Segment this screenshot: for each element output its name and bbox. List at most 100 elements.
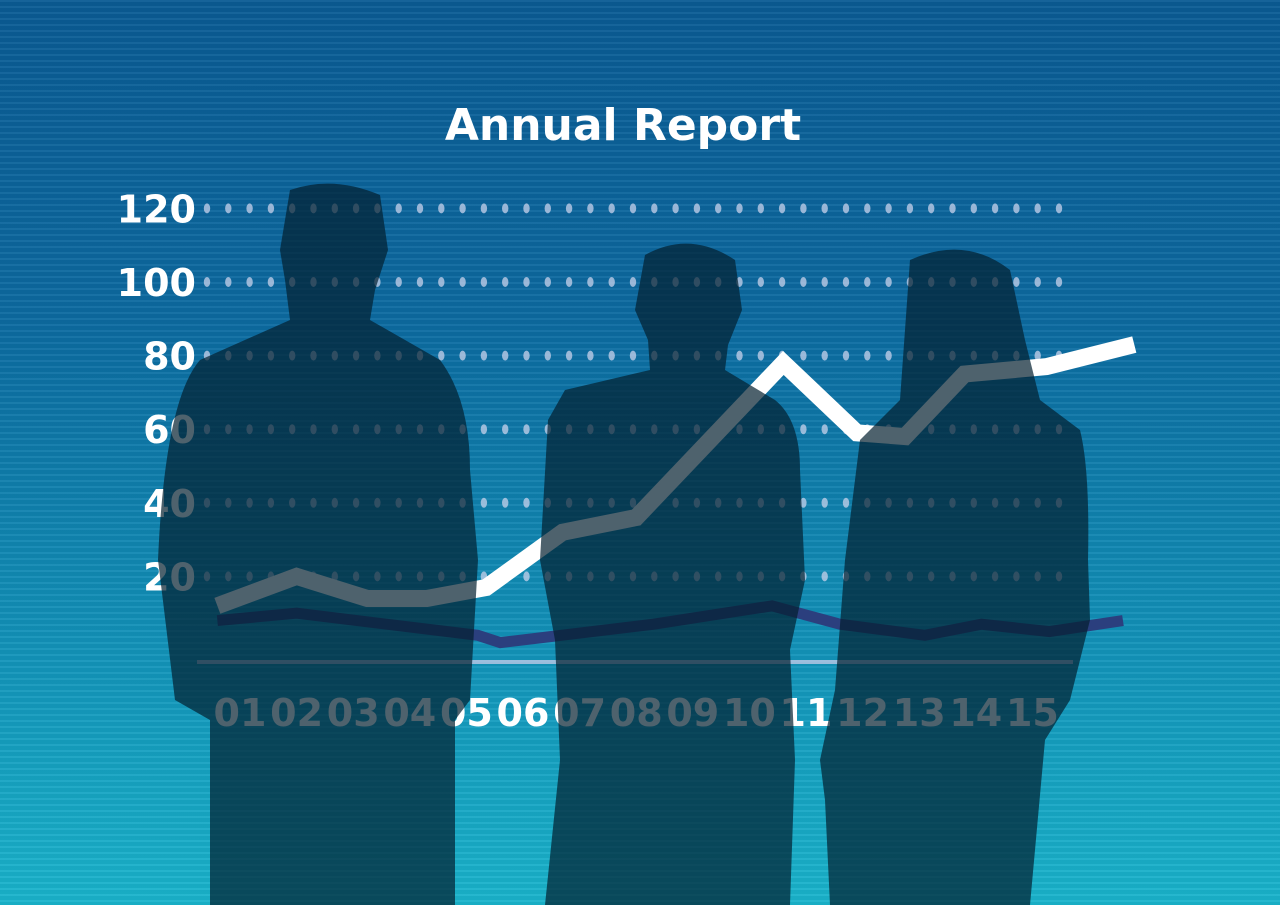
grid-dot [523, 203, 530, 214]
grid-dot [629, 203, 637, 214]
grid-dot [416, 203, 424, 214]
grid-dot [267, 277, 275, 287]
grid-dot [246, 277, 253, 287]
grid-dot [608, 277, 615, 287]
y-tick-label: 120 [117, 187, 196, 231]
grid-dot [523, 424, 530, 435]
grid-dot [459, 203, 466, 214]
grid-dot [800, 277, 807, 287]
grid-dot [864, 203, 871, 214]
grid-dot [842, 350, 850, 361]
grid-dot [203, 203, 211, 214]
grid-dot [502, 424, 509, 435]
grid-dot [757, 350, 764, 361]
people-silhouettes [158, 183, 1090, 905]
grid-dot [842, 203, 850, 214]
grid-dot [1034, 277, 1041, 287]
grid-dot [800, 424, 807, 435]
grid-dot [736, 203, 743, 214]
grid-dot [225, 203, 232, 214]
chart-title: Annual Report [444, 100, 802, 151]
grid-dot [587, 277, 594, 287]
grid-dot [395, 203, 402, 214]
grid-dot [821, 571, 828, 582]
grid-dot [565, 350, 573, 361]
grid-dot [544, 350, 551, 361]
grid-dot [480, 424, 488, 435]
x-tick-label: 06 [497, 691, 550, 735]
y-tick-label: 100 [117, 261, 196, 305]
grid-dot [480, 277, 488, 287]
grid-dot [821, 277, 828, 287]
grid-dot [757, 203, 764, 214]
grid-dot [1034, 350, 1041, 361]
grid-dot [544, 203, 551, 214]
grid-dot [821, 350, 828, 361]
grid-dot [438, 277, 445, 287]
grid-dot [672, 203, 679, 214]
grid-dot [225, 277, 232, 287]
grid-dot [523, 571, 530, 582]
grid-dot [949, 203, 956, 214]
grid-dot [885, 350, 892, 361]
grid-dot [395, 277, 402, 287]
grid-dot [928, 203, 935, 214]
grid-dot [502, 277, 509, 287]
grid-dot [459, 277, 466, 287]
grid-dot [438, 203, 445, 214]
grid-dot [842, 497, 850, 508]
grid-dot [821, 497, 828, 508]
grid-dot [651, 203, 658, 214]
y-tick-label: 80 [143, 335, 196, 379]
grid-dot [502, 350, 509, 361]
grid-dot [800, 203, 807, 214]
grid-dot [629, 277, 637, 287]
grid-dot [1034, 203, 1041, 214]
person-silhouette [158, 183, 478, 905]
grid-dot [587, 203, 594, 214]
grid-dot [821, 424, 828, 435]
person-silhouette [820, 249, 1090, 905]
grid-dot [629, 350, 637, 361]
grid-dot [459, 350, 466, 361]
grid-dot [267, 203, 275, 214]
grid-dot [885, 277, 892, 287]
grid-dot [1055, 203, 1063, 214]
grid-dot [715, 203, 722, 214]
grid-dot [821, 203, 828, 214]
grid-dot [502, 203, 509, 214]
grid-dot [1013, 277, 1020, 287]
grid-dot [991, 203, 999, 214]
grid-dot [480, 497, 488, 508]
grid-dot [523, 497, 530, 508]
grid-dot [480, 203, 488, 214]
person-silhouette [540, 243, 805, 905]
grid-dot [523, 350, 530, 361]
grid-dot [1013, 203, 1020, 214]
grid-dot [842, 277, 850, 287]
grid-dot [757, 277, 764, 287]
grid-dot [864, 350, 871, 361]
grid-dot [544, 277, 551, 287]
grid-dot [416, 277, 424, 287]
grid-dot [523, 277, 530, 287]
grid-dot [970, 203, 977, 214]
grid-dot [1055, 277, 1063, 287]
grid-dot [778, 203, 786, 214]
grid-dot [203, 277, 211, 287]
grid-dot [800, 497, 807, 508]
grid-dot [587, 350, 594, 361]
grid-dot [693, 203, 701, 214]
grid-dot [246, 203, 253, 214]
grid-dot [608, 350, 615, 361]
grid-dot [502, 497, 509, 508]
grid-dot [906, 203, 914, 214]
grid-dot [565, 277, 573, 287]
grid-dot [800, 350, 807, 361]
grid-dot [778, 277, 786, 287]
grid-dot [480, 350, 488, 361]
grid-dot [565, 203, 573, 214]
grid-dot [864, 277, 871, 287]
grid-dot [885, 203, 892, 214]
